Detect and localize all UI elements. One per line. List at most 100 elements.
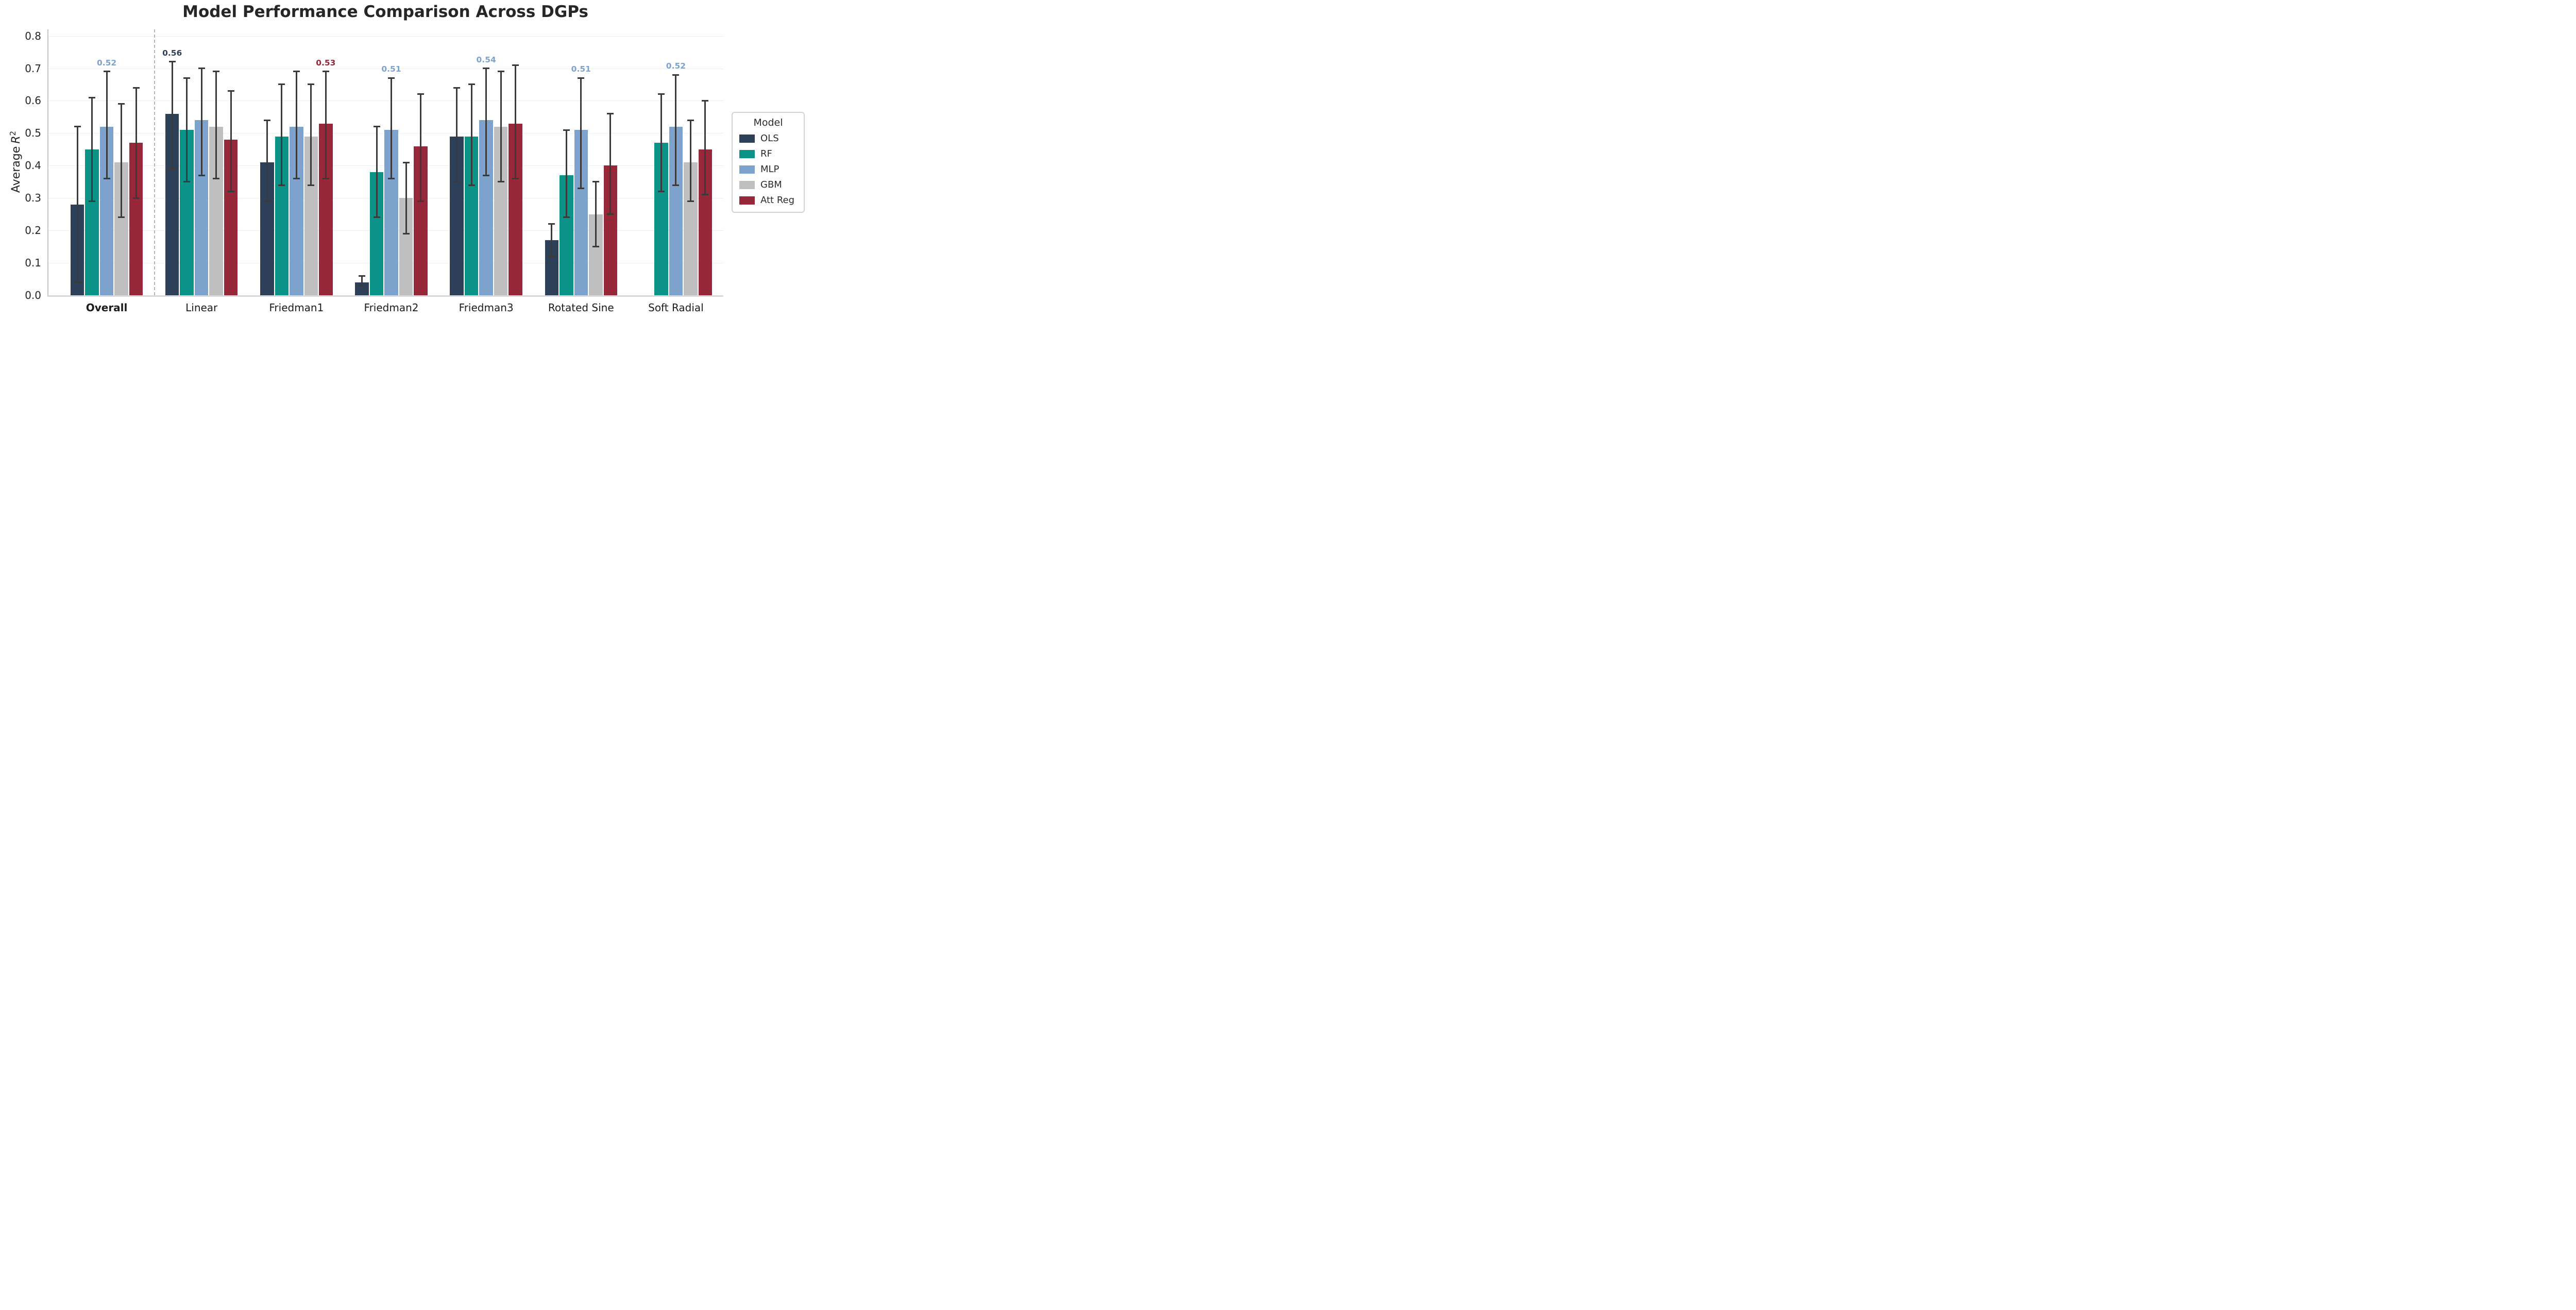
error-bar-cap-top [118, 103, 125, 105]
legend-item-rf: RF [739, 148, 804, 159]
legend-item-att-reg: Att Reg [739, 195, 804, 206]
error-bar-cap-top [322, 71, 329, 73]
legend-label: OLS [760, 133, 779, 144]
error-bar-cap-top [512, 64, 519, 66]
error-bar-cap-top [227, 90, 234, 92]
error-bar-cap-bottom [118, 216, 125, 219]
error-bar-cap-top [308, 83, 315, 86]
error-bar [281, 84, 283, 186]
error-bar-cap-top [672, 74, 680, 76]
y-tick-label: 0.8 [25, 29, 41, 42]
error-bar-cap-top [388, 77, 395, 79]
y-tick-label: 0.5 [25, 127, 41, 140]
error-bar [704, 100, 706, 195]
error-bar-cap-bottom [293, 177, 300, 179]
error-bar [186, 78, 188, 182]
error-bar-cap-bottom [308, 184, 315, 186]
error-bar [689, 120, 691, 201]
legend-label: GBM [760, 179, 782, 190]
error-bar-cap-top [563, 129, 570, 131]
error-bar-cap-bottom [607, 213, 614, 215]
y-axis-label-text: Average [10, 146, 23, 193]
error-bar-cap-bottom [402, 232, 410, 234]
error-bar [565, 130, 567, 217]
x-tick-label: Friedman3 [459, 301, 514, 314]
error-bar-cap-bottom [672, 184, 680, 186]
x-tick-label: Soft Radial [648, 301, 704, 314]
error-bar-cap-top [373, 126, 380, 128]
error-bar-cap-top [687, 119, 694, 121]
error-bar [230, 91, 232, 192]
legend-swatch [739, 134, 755, 143]
error-bar-cap-bottom [417, 200, 424, 202]
error-bar-cap-bottom [359, 284, 365, 287]
error-bar-cap-top [74, 126, 81, 128]
gridline [48, 100, 723, 102]
error-bar-cap-top [168, 61, 176, 63]
error-bar-cap-top [453, 87, 461, 89]
error-bar-cap-bottom [227, 191, 234, 193]
x-tick-label: Friedman2 [364, 301, 419, 314]
error-bar-cap-bottom [497, 181, 504, 183]
error-bar-cap-bottom [512, 177, 519, 179]
error-bar-cap-bottom [468, 184, 475, 186]
legend-swatch [739, 165, 755, 174]
error-bar [660, 94, 662, 192]
x-tick-label: Rotated Sine [548, 301, 614, 314]
error-bar [580, 78, 582, 189]
error-bar [500, 71, 502, 182]
error-bar [376, 126, 378, 217]
y-axis-label-symbol: R [10, 136, 23, 144]
error-bar-cap-bottom [453, 181, 461, 183]
error-bar [310, 84, 312, 186]
error-bar-cap-top [483, 68, 490, 69]
error-bar-cap-top [278, 83, 285, 86]
x-tick-label: Overall [86, 301, 128, 314]
error-bar [361, 276, 363, 286]
error-bar [76, 126, 78, 282]
y-axis-label: Average R2 [8, 131, 23, 193]
error-bar-cap-bottom [702, 194, 709, 196]
error-bar-cap-bottom [89, 200, 96, 202]
bar-value-annotation: 0.56 [162, 48, 182, 58]
error-bar-cap-bottom [592, 246, 599, 248]
error-bar [609, 113, 612, 214]
error-bar-cap-top [402, 161, 410, 163]
error-bar-cap-top [657, 93, 665, 95]
error-bar-cap-bottom [548, 255, 555, 257]
error-bar [106, 71, 108, 179]
error-bar-cap-bottom [388, 177, 395, 179]
error-bar-cap-bottom [657, 191, 665, 193]
error-bar-cap-bottom [263, 200, 270, 202]
error-bar [121, 104, 123, 217]
error-bar-cap-bottom [74, 281, 81, 283]
legend-label: Att Reg [760, 195, 795, 206]
legend-title: Model [753, 117, 783, 128]
error-bar-cap-bottom [168, 168, 176, 170]
error-bar-cap-top [103, 71, 110, 73]
error-bar-cap-top [548, 223, 555, 225]
error-bar-cap-top [213, 71, 220, 73]
y-tick-label: 0.7 [25, 62, 41, 75]
plot-area: 0.0 0.1 0.2 0.3 0.4 0.5 0.6 0.7 0.8 Overall Linear… [25, 29, 723, 314]
error-bar-cap-bottom [687, 200, 694, 202]
y-axis-label-superscript: 2 [8, 130, 18, 136]
legend-item-mlp: MLP [739, 164, 804, 175]
legend-swatch [739, 196, 755, 205]
gridline [48, 36, 723, 37]
error-bar-cap-top [497, 71, 504, 73]
error-bar-cap-bottom [322, 177, 329, 179]
y-tick-label: 0.4 [25, 159, 41, 172]
error-bar-cap-bottom [278, 184, 285, 186]
error-bar-cap-top [89, 96, 96, 98]
error-bar-cap-top [183, 77, 191, 79]
chart-title: Model Performance Comparison Across DGPs [182, 3, 588, 21]
legend-swatch [739, 180, 755, 189]
y-tick-label: 0.0 [25, 289, 41, 301]
error-bar-cap-bottom [578, 187, 585, 189]
legend: Model OLS RF MLP GBM Att Reg [732, 112, 805, 213]
error-bar [456, 88, 458, 182]
error-bar [171, 61, 173, 169]
error-bar-cap-top [132, 87, 140, 89]
y-tick-label: 0.6 [25, 94, 41, 107]
